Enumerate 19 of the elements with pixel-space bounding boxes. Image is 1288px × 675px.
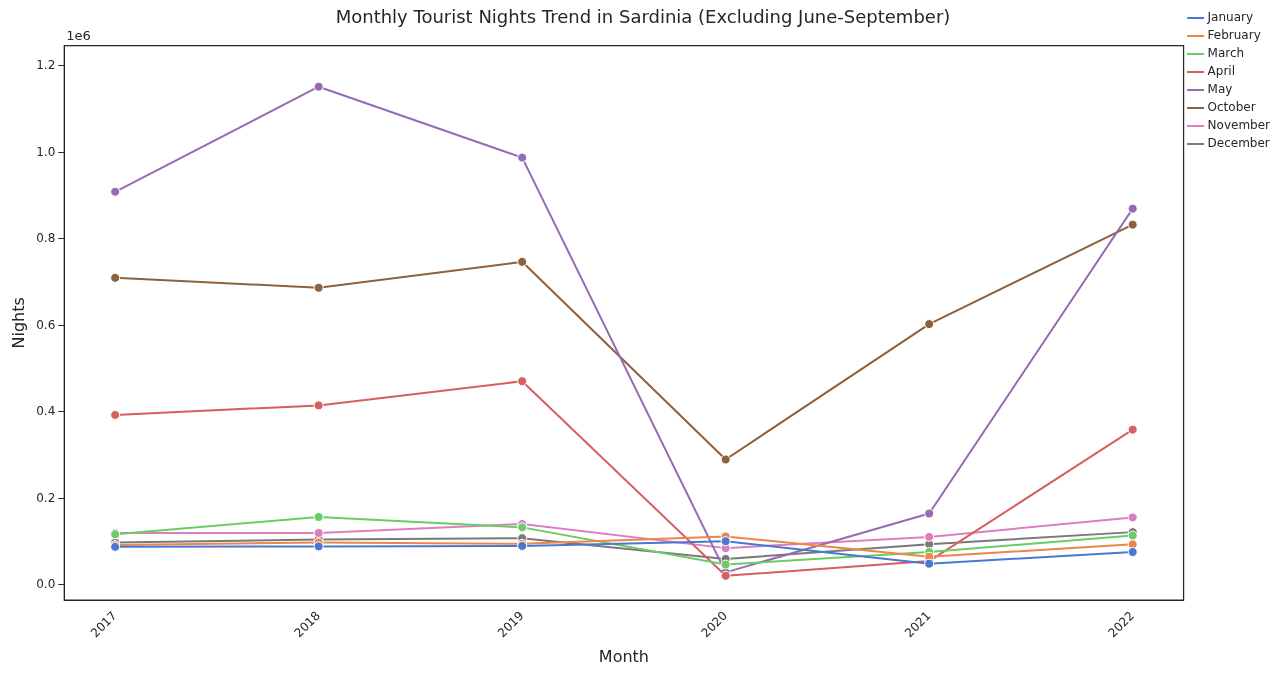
chart-title: Monthly Tourist Nights Trend in Sardinia (Excluding June-September) [335, 6, 951, 28]
legend-label: February [1207, 28, 1261, 43]
x-axis-title: Month [598, 646, 650, 666]
y-tick-label: 0.0 [36, 577, 56, 592]
legend-label: May [1207, 82, 1233, 97]
legend-label: January [1206, 10, 1254, 25]
y-tick-label: 0.4 [36, 404, 56, 419]
y-tick-label: 0.6 [36, 317, 56, 332]
legend-label: April [1207, 64, 1236, 79]
text: 1e6 [66, 28, 91, 44]
legend-label: March [1207, 46, 1245, 61]
y-tick-label: 1.2 [36, 58, 56, 73]
legend-label: November [1207, 118, 1271, 133]
y-tick-label: 0.2 [36, 490, 56, 505]
y-tick-label: 1.0 [36, 144, 56, 159]
legend-label: December [1207, 136, 1270, 151]
legend-label: October [1207, 100, 1256, 115]
y-tick-label: 0.8 [36, 231, 56, 246]
y-axis-title: Nights [8, 297, 28, 349]
